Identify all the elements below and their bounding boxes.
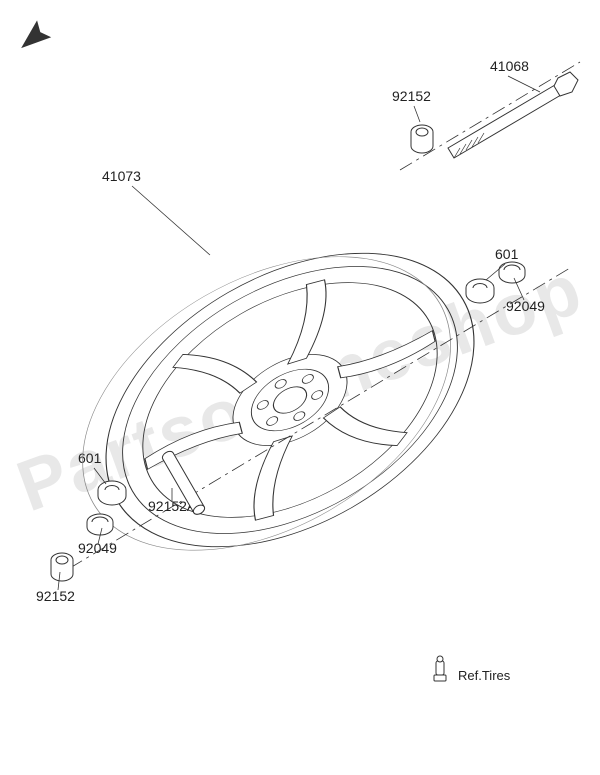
bearing-right: [466, 279, 494, 303]
seal-right: [499, 262, 525, 283]
leader-lines: [58, 76, 540, 590]
collar-top: [411, 125, 433, 153]
distance-collar: [161, 450, 206, 517]
centerline-axle: [400, 62, 580, 170]
seal-left: [87, 514, 113, 535]
collar-left: [51, 553, 73, 581]
valve-stem-icon: [434, 656, 446, 681]
nav-arrow-icon: [14, 20, 51, 56]
wheel-assembly: [31, 193, 525, 611]
axle-shaft: [448, 72, 578, 158]
bearing-left: [98, 481, 126, 505]
parts-diagram: [0, 0, 600, 775]
